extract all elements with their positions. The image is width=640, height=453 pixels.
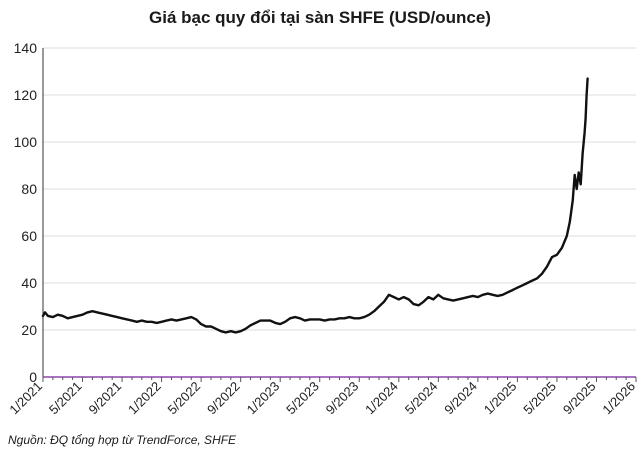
x-tick-label-9-2024: 9/2024 (441, 379, 480, 418)
x-tick-label-1-2022: 1/2022 (125, 379, 164, 418)
y-tick-label-0: 0 (29, 369, 37, 385)
y-tick-label-60: 60 (21, 228, 37, 244)
x-tick-label-5-2021: 5/2021 (46, 379, 85, 418)
x-tick-label-5-2023: 5/2023 (283, 379, 322, 418)
x-tick-label-5-2025: 5/2025 (520, 379, 559, 418)
x-tick-label-9-2021: 9/2021 (85, 379, 124, 418)
x-tick-label-5-2022: 5/2022 (165, 379, 204, 418)
source-note: Nguồn: ĐQ tổng hợp từ TrendForce, SHFE (8, 433, 237, 447)
x-tick-label-1-2026: 1/2026 (599, 379, 638, 418)
y-tick-label-40: 40 (21, 275, 37, 291)
x-tick-label-9-2023: 9/2023 (323, 379, 362, 418)
chart-title: Giá bạc quy đổi tại sàn SHFE (USD/ounce) (149, 8, 491, 27)
y-tick-label-140: 140 (14, 40, 38, 56)
y-axis: 0 20 40 60 80 100 120 140 (14, 40, 44, 385)
gridlines (43, 47, 636, 331)
x-axis: 1/2021 5/2021 9/2021 1/2022 5/2022 9/2022 1/20… (6, 376, 638, 418)
x-tick-label-1-2024: 1/2024 (362, 379, 401, 418)
x-tick-label-9-2022: 9/2022 (204, 379, 243, 418)
series-line-0 (41, 77, 589, 334)
x-tick-label-9-2025: 9/2025 (560, 379, 599, 418)
y-tick-label-100: 100 (14, 134, 38, 150)
x-tick-label-1-2023: 1/2023 (244, 379, 283, 418)
y-tick-label-20: 20 (21, 322, 37, 338)
x-tick-label-1-2025: 1/2025 (481, 379, 520, 418)
series-layer (41, 77, 589, 334)
x-tick-label-5-2024: 5/2024 (402, 379, 441, 418)
x-tick-label-1-2021: 1/2021 (6, 379, 45, 418)
y-tick-label-80: 80 (21, 181, 37, 197)
y-tick-label-120: 120 (14, 87, 38, 103)
